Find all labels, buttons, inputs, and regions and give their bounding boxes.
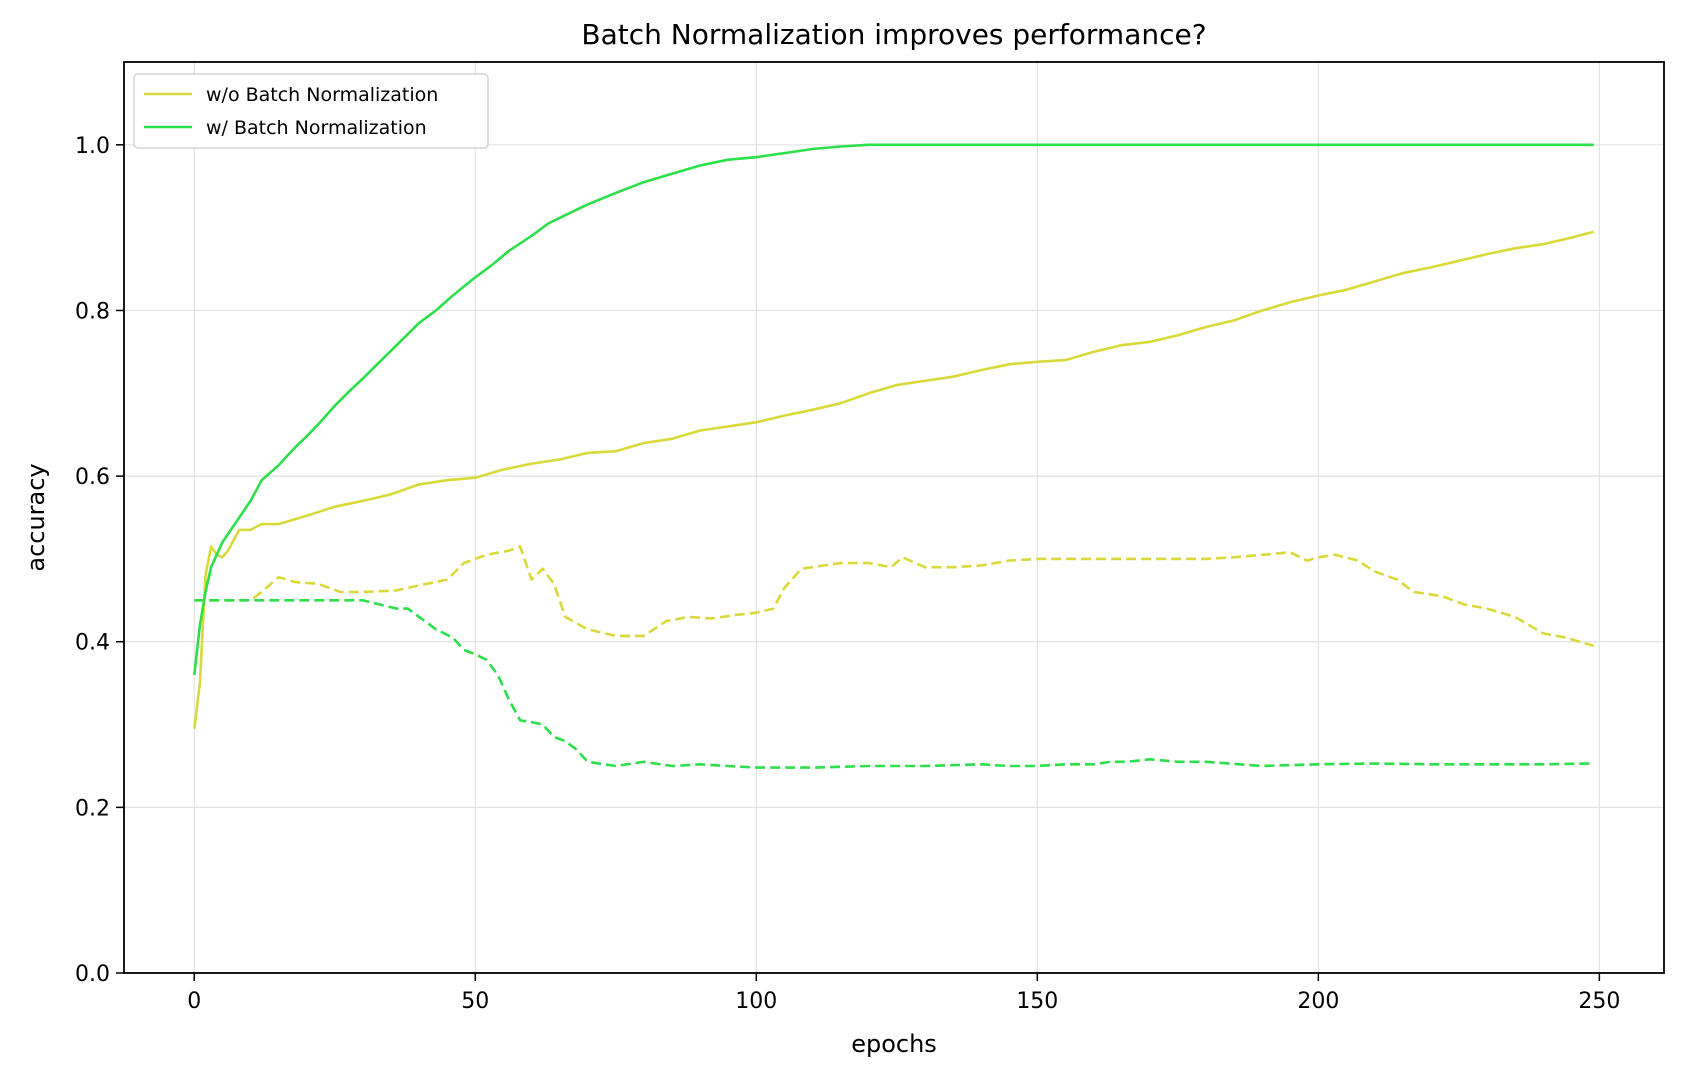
y-tick-label: 1.0 — [75, 134, 110, 159]
x-tick-label: 0 — [187, 989, 201, 1014]
ticks: 0 50 100 150 200 250 0.0 0.2 0.4 0.6 0.8 1.0 — [75, 134, 1620, 1014]
x-tick-label: 150 — [1016, 989, 1058, 1014]
series-line-without-bn — [193, 230, 1595, 729]
x-tick-label: 200 — [1297, 989, 1339, 1014]
legend-label-without-bn: w/o Batch Normalization — [206, 84, 438, 106]
x-tick-label: 250 — [1578, 989, 1620, 1014]
grid — [124, 62, 1664, 974]
y-tick-label: 0.8 — [75, 299, 110, 324]
legend-box — [133, 73, 489, 149]
x-axis-label: epochs — [851, 1030, 937, 1058]
x-tick-label: 100 — [735, 989, 777, 1014]
legend: w/o Batch Normalization w/ Batch Normali… — [133, 73, 489, 149]
series-line-without-bn-dashed — [194, 545, 1595, 648]
y-tick-label: 0.6 — [75, 465, 110, 490]
y-axis-label: accuracy — [22, 463, 50, 571]
y-tick-label: 0.0 — [75, 962, 110, 987]
plot-frame — [123, 61, 1665, 974]
y-tick-label: 0.4 — [75, 631, 110, 656]
x-tick-label: 50 — [461, 989, 489, 1014]
series-line-with-bn-dashed — [194, 599, 1594, 769]
y-tick-label: 0.2 — [75, 796, 110, 821]
chart-title: Batch Normalization improves performance… — [581, 18, 1206, 51]
legend-label-with-bn: w/ Batch Normalization — [206, 117, 427, 139]
series-line-with-bn — [193, 143, 1594, 676]
series-layer — [193, 143, 1595, 769]
